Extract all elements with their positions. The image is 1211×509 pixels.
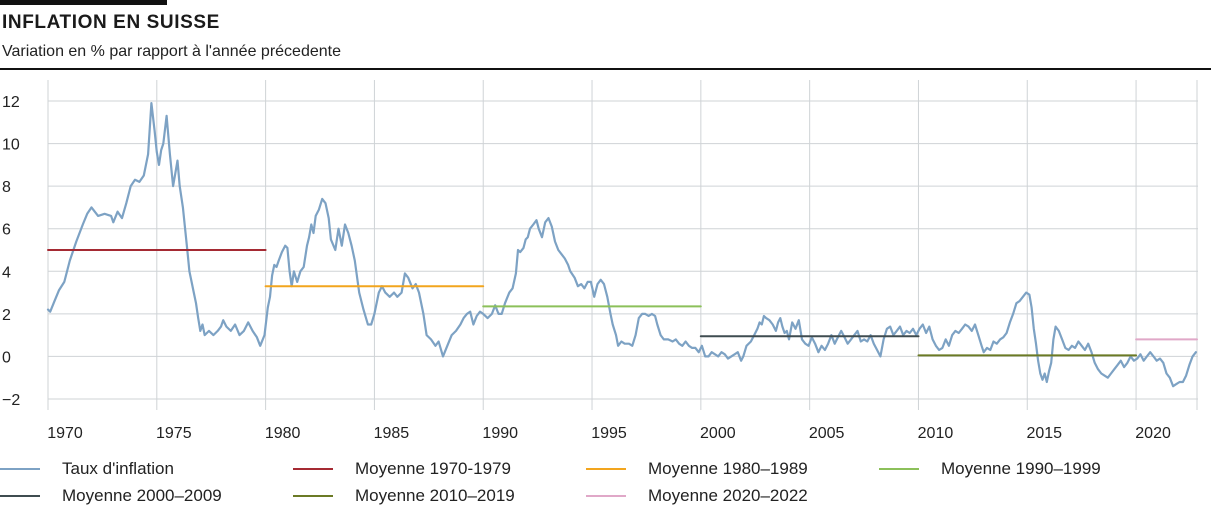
- title-accent-bar: [0, 0, 167, 5]
- legend-swatch: [0, 468, 40, 470]
- legend-label: Moyenne 2020–2022: [648, 486, 808, 505]
- legend-label: Moyenne 2000–2009: [62, 486, 222, 505]
- x-tick-label: 2005: [809, 425, 845, 442]
- inflation-line: [46, 102, 1197, 388]
- x-tick-label: 2015: [1026, 425, 1062, 442]
- x-tick-label: 2020: [1135, 425, 1171, 442]
- x-tick-label: 2010: [918, 425, 954, 442]
- legend: Taux d'inflation Moyenne 1970-1979 Moyen…: [0, 458, 1211, 508]
- x-tick-label: 1985: [374, 425, 410, 442]
- x-tick-label: 1990: [482, 425, 518, 442]
- header-rule: [0, 68, 1211, 70]
- x-tick-label: 2000: [700, 425, 736, 442]
- y-tick-label: 0: [2, 349, 11, 366]
- y-tick-label: 10: [2, 137, 20, 154]
- legend-label: Moyenne 1990–1999: [941, 459, 1101, 478]
- legend-swatch: [293, 468, 333, 470]
- legend-swatch: [0, 495, 40, 497]
- legend-swatch: [586, 495, 626, 497]
- chart-title: INFLATION EN SUISSE: [2, 12, 220, 33]
- legend-item: Moyenne 1970-1979: [293, 458, 511, 480]
- x-tick-label: 1975: [156, 425, 192, 442]
- legend-label: Moyenne 1980–1989: [648, 459, 808, 478]
- y-tick-label: −2: [2, 392, 20, 409]
- x-tick-label: 1980: [265, 425, 301, 442]
- y-tick-label: 4: [2, 264, 11, 281]
- x-tick-label: 1970: [47, 425, 83, 442]
- legend-item: Taux d'inflation: [0, 458, 174, 480]
- y-tick-label: 8: [2, 179, 11, 196]
- legend-item: Moyenne 2000–2009: [0, 485, 222, 507]
- legend-swatch: [586, 468, 626, 470]
- series-lines: [46, 102, 1198, 388]
- y-tick-label: 2: [2, 307, 11, 324]
- x-axis-ticks: 1970 1975 1980 1985 1990 1995 2000 2005 2010 2015…: [47, 425, 1171, 442]
- y-tick-label: 12: [2, 94, 20, 111]
- legend-item: Moyenne 1990–1999: [879, 458, 1101, 480]
- grid: [47, 80, 1198, 410]
- legend-swatch: [879, 468, 919, 470]
- legend-item: Moyenne 2020–2022: [586, 485, 808, 507]
- y-axis-ticks: 12 10 8 6 4 2 0 −2: [2, 94, 20, 409]
- inflation-chart: 12 10 8 6 4 2 0 −2 1970 1975 1980 1985 1990 1995 2000…: [2, 80, 1198, 442]
- legend-item: Moyenne 1980–1989: [586, 458, 808, 480]
- legend-label: Moyenne 2010–2019: [355, 486, 515, 505]
- x-tick-label: 1995: [591, 425, 627, 442]
- y-tick-label: 6: [2, 222, 11, 239]
- legend-label: Taux d'inflation: [62, 459, 174, 478]
- legend-item: Moyenne 2010–2019: [293, 485, 515, 507]
- chart-subtitle: Variation en % par rapport à l'année pré…: [2, 43, 341, 60]
- legend-swatch: [293, 495, 333, 497]
- legend-label: Moyenne 1970-1979: [355, 459, 511, 478]
